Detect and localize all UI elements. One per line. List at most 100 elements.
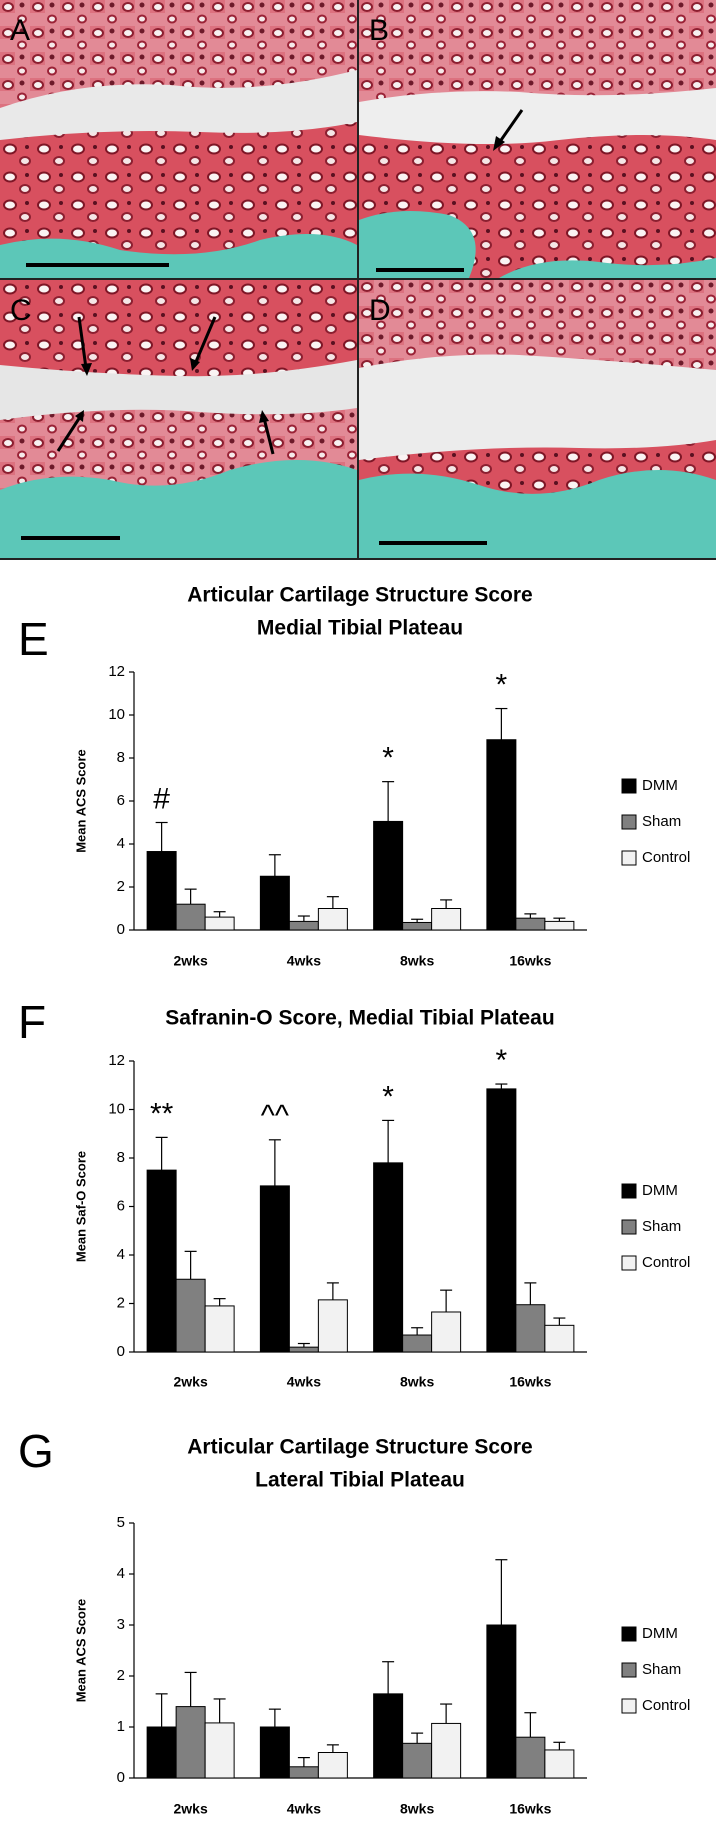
x-tick-label: 4wks xyxy=(287,953,321,969)
bar xyxy=(486,1088,517,1353)
y-axis-label: Mean ACS Score xyxy=(73,1599,88,1703)
bar xyxy=(515,1304,546,1353)
panel-letter: E xyxy=(18,613,49,665)
y-tick-label: 6 xyxy=(117,792,125,809)
legend-swatch xyxy=(621,1698,637,1714)
bar xyxy=(317,908,348,931)
panel-letter: G xyxy=(18,1425,54,1477)
x-tick-label: 2wks xyxy=(174,953,208,969)
legend-label: Sham xyxy=(642,1218,681,1235)
chart-title: Articular Cartilage Structure Score xyxy=(187,1436,532,1459)
histology-panel: D xyxy=(359,280,716,558)
legend-label: Control xyxy=(642,1254,690,1271)
bar xyxy=(288,1766,319,1779)
y-tick-label: 10 xyxy=(108,706,125,723)
y-tick-label: 2 xyxy=(117,878,125,895)
y-tick-label: 0 xyxy=(117,1769,125,1786)
y-tick-label: 1 xyxy=(117,1718,125,1735)
y-tick-label: 12 xyxy=(108,1052,125,1069)
x-tick-label: 2wks xyxy=(174,1801,208,1817)
bar xyxy=(259,1185,290,1353)
legend-label: Control xyxy=(642,1697,690,1714)
y-tick-label: 5 xyxy=(117,1514,125,1531)
bar xyxy=(515,917,546,931)
bar xyxy=(204,1722,235,1779)
y-tick-label: 10 xyxy=(108,1100,125,1117)
legend-label: DMM xyxy=(642,777,678,794)
y-tick-label: 4 xyxy=(117,835,125,852)
x-tick-label: 4wks xyxy=(287,1801,321,1817)
significance-marker: ^^ xyxy=(261,1100,289,1133)
panel-label: D xyxy=(369,294,391,327)
bar xyxy=(373,1693,404,1779)
panel-label: C xyxy=(10,294,32,327)
arrow-heads xyxy=(75,358,269,423)
bar xyxy=(431,1722,462,1779)
bar xyxy=(259,1726,290,1779)
x-tick-label: 8wks xyxy=(400,1374,434,1390)
significance-marker: ** xyxy=(150,1097,174,1130)
y-tick-label: 2 xyxy=(117,1667,125,1684)
bar xyxy=(175,1706,206,1779)
bar xyxy=(204,916,235,931)
legend-swatch xyxy=(621,1662,637,1678)
legend-swatch xyxy=(621,778,637,794)
y-tick-label: 4 xyxy=(117,1565,125,1582)
bar xyxy=(146,1726,177,1779)
histology-panel: C xyxy=(0,280,357,558)
significance-marker: * xyxy=(382,1080,394,1113)
histology-panel: B xyxy=(359,0,716,278)
bar xyxy=(402,921,433,931)
x-tick-label: 16wks xyxy=(509,953,551,969)
bar xyxy=(402,1334,433,1353)
y-tick-label: 2 xyxy=(117,1294,125,1311)
y-tick-label: 12 xyxy=(108,663,125,680)
arrow xyxy=(497,109,524,144)
bar xyxy=(486,739,517,931)
y-tick-label: 6 xyxy=(117,1197,125,1214)
panel-label: A xyxy=(10,14,30,47)
bar xyxy=(373,1162,404,1353)
legend-label: Sham xyxy=(642,1661,681,1678)
x-tick-label: 2wks xyxy=(174,1374,208,1390)
bar xyxy=(544,1749,575,1779)
bar xyxy=(175,1278,206,1353)
legend-label: DMM xyxy=(642,1625,678,1642)
legend-label: DMM xyxy=(642,1182,678,1199)
legend-swatch xyxy=(621,1626,637,1642)
chart-subtitle: Lateral Tibial Plateau xyxy=(255,1469,465,1492)
bar xyxy=(544,1324,575,1353)
legend-swatch xyxy=(621,850,637,866)
chart-title: Safranin-O Score, Medial Tibial Plateau xyxy=(165,1007,554,1030)
significance-marker: # xyxy=(153,782,170,815)
bar xyxy=(431,908,462,931)
bar xyxy=(515,1736,546,1779)
legend-swatch xyxy=(621,1255,637,1271)
x-tick-label: 16wks xyxy=(509,1801,551,1817)
x-tick-label: 4wks xyxy=(287,1374,321,1390)
legend-swatch xyxy=(621,1219,637,1235)
chart-subtitle: Medial Tibial Plateau xyxy=(257,617,463,640)
significance-marker: * xyxy=(382,742,394,775)
x-tick-label: 8wks xyxy=(400,1801,434,1817)
bar xyxy=(204,1305,235,1353)
bar xyxy=(288,920,319,931)
arrow-head xyxy=(493,136,505,151)
y-tick-label: 8 xyxy=(117,749,125,766)
bar xyxy=(317,1299,348,1353)
y-axis-label: Mean Saf-O Score xyxy=(73,1151,88,1262)
arrows xyxy=(56,316,275,455)
legend-swatch xyxy=(621,814,637,830)
bar xyxy=(373,820,404,931)
legend-label: Control xyxy=(642,849,690,866)
bar xyxy=(544,920,575,931)
x-tick-label: 16wks xyxy=(509,1374,551,1390)
legend-label: Sham xyxy=(642,813,681,830)
bar xyxy=(431,1311,462,1353)
bar xyxy=(317,1752,348,1779)
y-tick-label: 8 xyxy=(117,1149,125,1166)
bar xyxy=(486,1624,517,1779)
chart-title: Articular Cartilage Structure Score xyxy=(187,584,532,607)
panel-label: B xyxy=(369,14,389,47)
